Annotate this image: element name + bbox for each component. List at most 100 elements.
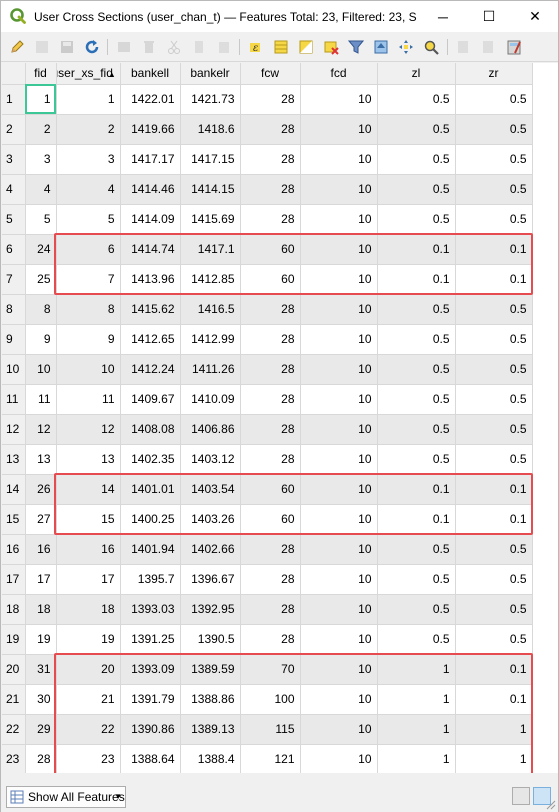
row-number[interactable]: 12: [2, 414, 26, 445]
pan-to-selection-icon[interactable]: [397, 38, 415, 56]
cell-zl[interactable]: 0.5: [377, 204, 456, 235]
cell-fid[interactable]: 16: [25, 534, 57, 565]
table-row[interactable]: 20 31 20 1393.09 1389.59 70 10 1 0.1: [2, 654, 533, 685]
cell-fcd[interactable]: 10: [300, 504, 378, 535]
cell-zl[interactable]: 0.5: [377, 114, 456, 145]
cell-fcw[interactable]: 60: [240, 474, 301, 505]
cell-fcw[interactable]: 115: [240, 714, 301, 745]
cell-bankelr[interactable]: 1389.59: [180, 654, 241, 685]
row-number[interactable]: 16: [2, 534, 26, 565]
cell-bankell[interactable]: 1417.17: [120, 144, 181, 175]
show-all-features-button[interactable]: Show All Features ▼: [6, 786, 126, 808]
cell-fcw[interactable]: 100: [240, 684, 301, 715]
cell-user-xs-fid[interactable]: 21: [56, 684, 121, 715]
cell-zr[interactable]: 0.5: [455, 174, 533, 205]
cell-fcw[interactable]: 28: [240, 624, 301, 655]
cell-fid[interactable]: 18: [25, 594, 57, 625]
cell-bankell[interactable]: 1412.24: [120, 354, 181, 385]
cell-fid[interactable]: 30: [25, 684, 57, 715]
cell-zr[interactable]: 0.5: [455, 204, 533, 235]
table-row[interactable]: 8 8 8 1415.62 1416.5 28 10 0.5 0.5: [2, 294, 533, 325]
row-number[interactable]: 8: [2, 294, 26, 325]
cell-fcd[interactable]: 10: [300, 474, 378, 505]
cell-fid[interactable]: 29: [25, 714, 57, 745]
cell-fcd[interactable]: 10: [300, 354, 378, 385]
column-header-bankell[interactable]: bankell: [120, 63, 181, 85]
cell-zr[interactable]: 0.1: [455, 264, 533, 295]
column-header-zr[interactable]: zr: [455, 63, 533, 85]
cell-zr[interactable]: 0.5: [455, 414, 533, 445]
cell-fcd[interactable]: 10: [300, 264, 378, 295]
table-row[interactable]: 2 2 2 1419.66 1418.6 28 10 0.5 0.5: [2, 114, 533, 145]
reload-icon[interactable]: [83, 38, 101, 56]
row-number[interactable]: 17: [2, 564, 26, 595]
cell-zl[interactable]: 0.1: [377, 504, 456, 535]
cell-fid[interactable]: 5: [25, 204, 57, 235]
cell-user-xs-fid[interactable]: 8: [56, 294, 121, 325]
delete-icon[interactable]: [140, 38, 158, 56]
cell-bankelr[interactable]: 1421.73: [180, 84, 241, 115]
row-number[interactable]: 22: [2, 714, 26, 745]
cell-bankelr[interactable]: 1415.69: [180, 204, 241, 235]
deselect-icon[interactable]: [322, 38, 340, 56]
table-row[interactable]: 1 1 1 1422.01 1421.73 28 10 0.5 0.5: [2, 84, 533, 115]
cell-bankelr[interactable]: 1388.86: [180, 684, 241, 715]
cell-bankell[interactable]: 1422.01: [120, 84, 181, 115]
row-number[interactable]: 13: [2, 444, 26, 475]
row-number[interactable]: 4: [2, 174, 26, 205]
cell-zr[interactable]: 0.1: [455, 654, 533, 685]
row-number[interactable]: 18: [2, 594, 26, 625]
cell-bankell[interactable]: 1409.67: [120, 384, 181, 415]
cell-fid[interactable]: 10: [25, 354, 57, 385]
title-bar[interactable]: User Cross Sections (user_chan_t) — Feat…: [1, 1, 558, 32]
cell-fcw[interactable]: 28: [240, 564, 301, 595]
cell-zl[interactable]: 1: [377, 714, 456, 745]
cell-zr[interactable]: 0.5: [455, 564, 533, 595]
cell-user-xs-fid[interactable]: 2: [56, 114, 121, 145]
cell-bankelr[interactable]: 1403.12: [180, 444, 241, 475]
cell-zl[interactable]: 0.5: [377, 294, 456, 325]
column-header-user-xs-fid[interactable]: user_xs_fid▲: [56, 63, 121, 85]
cell-bankelr[interactable]: 1417.15: [180, 144, 241, 175]
corner-header[interactable]: [2, 63, 26, 85]
column-header-fid[interactable]: fid: [25, 63, 57, 85]
cell-zr[interactable]: 1: [455, 744, 533, 773]
row-number[interactable]: 14: [2, 474, 26, 505]
cell-bankelr[interactable]: 1390.5: [180, 624, 241, 655]
cell-fcd[interactable]: 10: [300, 324, 378, 355]
cell-bankelr[interactable]: 1412.99: [180, 324, 241, 355]
cell-bankell[interactable]: 1401.94: [120, 534, 181, 565]
cell-user-xs-fid[interactable]: 23: [56, 744, 121, 773]
cell-fcd[interactable]: 10: [300, 234, 378, 265]
cell-bankell[interactable]: 1391.79: [120, 684, 181, 715]
cell-fcw[interactable]: 70: [240, 654, 301, 685]
cell-fid[interactable]: 26: [25, 474, 57, 505]
row-number[interactable]: 5: [2, 204, 26, 235]
cell-zr[interactable]: 0.5: [455, 84, 533, 115]
cell-bankelr[interactable]: 1406.86: [180, 414, 241, 445]
minimize-button[interactable]: ─: [438, 8, 448, 25]
cell-fcd[interactable]: 10: [300, 564, 378, 595]
cell-fcw[interactable]: 121: [240, 744, 301, 773]
cell-user-xs-fid[interactable]: 12: [56, 414, 121, 445]
row-number[interactable]: 21: [2, 684, 26, 715]
maximize-button[interactable]: ☐: [482, 8, 496, 24]
cell-user-xs-fid[interactable]: 14: [56, 474, 121, 505]
cell-fid[interactable]: 28: [25, 744, 57, 773]
cell-zl[interactable]: 0.5: [377, 144, 456, 175]
cell-bankell[interactable]: 1415.62: [120, 294, 181, 325]
row-number[interactable]: 20: [2, 654, 26, 685]
save-icon[interactable]: [58, 38, 76, 56]
copy-icon[interactable]: [190, 38, 208, 56]
cell-user-xs-fid[interactable]: 3: [56, 144, 121, 175]
cell-fcd[interactable]: 10: [300, 144, 378, 175]
cell-fid[interactable]: 11: [25, 384, 57, 415]
cell-user-xs-fid[interactable]: 16: [56, 534, 121, 565]
cell-fid[interactable]: 25: [25, 264, 57, 295]
cell-zr[interactable]: 0.5: [455, 624, 533, 655]
cell-user-xs-fid[interactable]: 9: [56, 324, 121, 355]
cell-fid[interactable]: 27: [25, 504, 57, 535]
form-view-button[interactable]: [512, 787, 530, 805]
row-number[interactable]: 19: [2, 624, 26, 655]
cell-fid[interactable]: 1: [25, 84, 57, 115]
